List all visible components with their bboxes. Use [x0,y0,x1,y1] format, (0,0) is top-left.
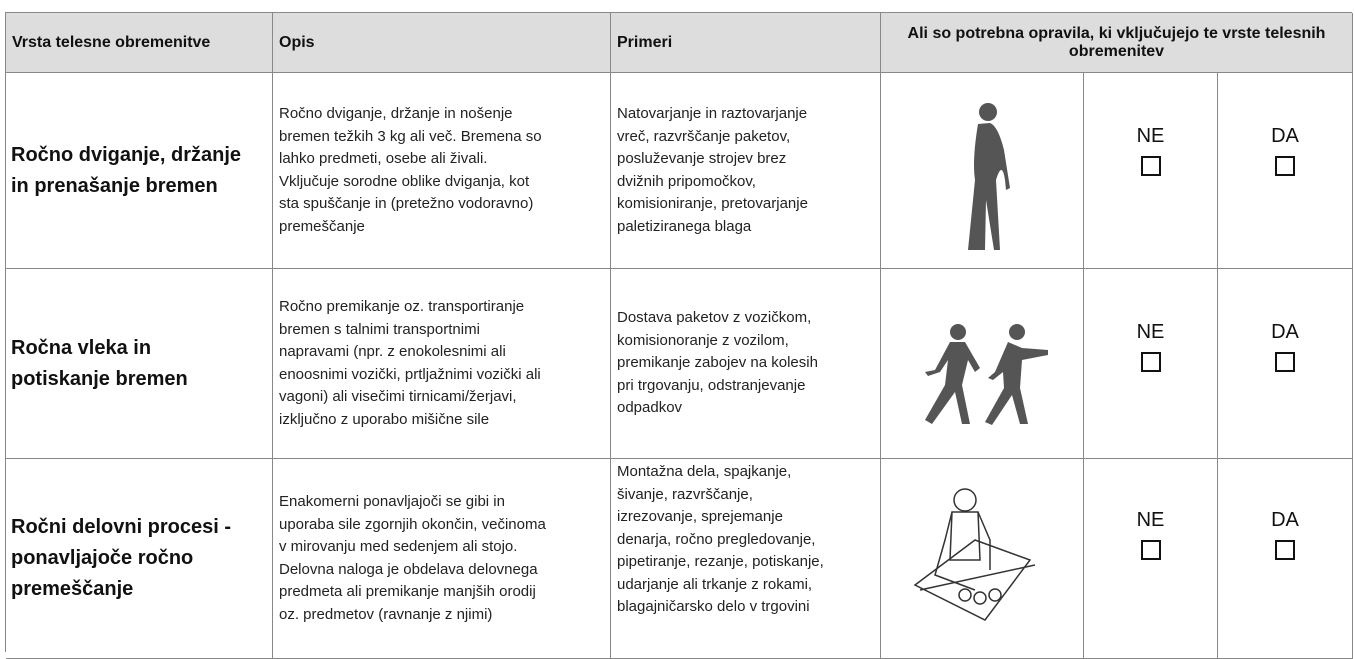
text-line: vreč, razvrščanje paketov, [617,127,791,145]
figure-cell [881,73,1084,269]
text-line: bremen težkih 3 kg ali več. Bremena so [279,127,542,145]
text-line: udarjanje ali trkanje z rokami, [617,575,813,593]
checkbox-label: NE [1136,125,1165,147]
checkbox-cell: DA [1218,73,1353,269]
text-line: sta spuščanje in (pretežno vodoravno) [279,195,534,212]
text-line: vagoni) ali visečimi tirnicami/žerjavi, [279,388,517,405]
text-line: predmeta ali premikanje manjših orodij [279,583,536,600]
checkbox[interactable] [1275,352,1295,372]
lifting-figure [968,103,1010,250]
header-cell: Vrsta telesne obremenitve [6,13,273,73]
text-line: lahko predmeti, osebe ali živali. [279,150,488,167]
row-type: Ročni delovni procesi - ponavljajoče ročn… [6,459,273,659]
header-cell: Ali so potrebna opravila, ki vključujejo… [881,13,1353,73]
text-line: Ročno dviganje, držanje in nošenje [279,105,513,122]
text-line: premikanje zabojev na kolesih [617,354,818,372]
header-cell: Opis [273,13,611,73]
text-line: izrezovanje, sprejemanje [617,508,783,525]
text-line: Vključuje sorodne oblike dviganja, kot [279,172,530,190]
checkbox-cell: NE [1084,269,1218,459]
text-line: posluževanje strojev brez [617,150,787,167]
checkbox-label: NE [1136,509,1165,531]
text-line: enoosnimi vozički, prtljažnimi vozički a… [279,365,541,383]
type-line: in prenašanje bremen [11,174,218,197]
text-line: Dostava paketov z vozičkom, [617,309,812,327]
text-line: komisioniranje, pretovarjanje [617,195,808,212]
text-line: oz. predmetov (ravnanje z njimi) [279,605,493,623]
text-line: Ročno premikanje oz. transportiranje [279,298,525,315]
examples: Montažna dela, spajkanje, šivanje, razvrš… [611,459,881,659]
checkbox[interactable] [1275,540,1295,560]
figure-cell [881,269,1084,459]
checkbox-cell: DA [1218,269,1353,459]
checkbox-label: DA [1271,125,1299,147]
text-line: Montažna dela, spajkanje, [617,463,792,480]
checkbox[interactable] [1275,156,1295,176]
type-line: Ročno dviganje, držanje [11,143,242,166]
text-line: bremen s talnimi transportnimi [279,320,480,338]
text-line: šivanje, razvrščanje, [617,485,753,503]
examples: Natovarjanje in raztovarjanje vreč, razvr… [611,73,881,269]
pushing-figure [925,324,1048,425]
text-line: izključno z uporabo mišične sile [279,410,490,428]
table: Vrsta telesne obremenitve Opis Primeri A… [5,12,1353,659]
text-line: denarja, ročno pregledovanje, [617,530,816,548]
type-line: Ročna vleka in [11,336,152,359]
description: Ročno premikanje oz. transportiranje brem… [273,269,611,459]
text-line: paletiziranega blaga [617,217,752,235]
text-line: premeščanje [279,217,365,235]
text-line: komisionoranje z vozilom, [617,331,789,349]
type-line: potiskanje bremen [11,367,188,390]
row-type: Ročno dviganje, držanje in prenašanje bre… [6,73,273,269]
row-type: Ročna vleka in potiskanje bremen [6,269,273,459]
header-cell: Primeri [611,13,881,73]
type-line: ponavljajoče ročno [11,547,194,569]
text-line: pri trgovanju, odstranjevanje [617,376,806,394]
text-line: pipetiranje, rezanje, potiskanje, [617,553,824,570]
checkbox-label: NE [1136,321,1165,343]
type-line: premeščanje [11,578,134,600]
checkbox-cell: NE [1084,73,1218,269]
checkbox[interactable] [1140,156,1161,176]
text-line: Natovarjanje in raztovarjanje [617,105,808,122]
type-line: Ročni delovni procesi - [11,516,232,538]
text-line: v mirovanju med sedenjem ali stojo. [279,538,518,555]
checkbox-label: DA [1271,509,1299,531]
manual-work-figure [913,488,1036,621]
examples: Dostava paketov z vozičkom, komisionoranj… [611,269,881,459]
text-line: napravami (npr. z enokolesnimi ali [279,343,506,360]
text-line: blagajničarsko delo v trgovini [617,598,810,615]
text-line: Delovna naloga je obdelava delovnega [279,560,538,578]
text-line: dvižnih pripomočkov, [617,172,756,190]
text-line: odpadkov [617,399,683,417]
description: Ročno dviganje, držanje in nošenje bremen… [273,73,611,269]
checkbox[interactable] [1140,352,1161,372]
checkbox-label: DA [1271,321,1299,343]
checkbox[interactable] [1140,540,1161,560]
text-line: uporaba sile zgornjih okončin, večinoma [279,515,546,533]
text-line: Enakomerni ponavljajoči se gibi in [279,493,505,510]
